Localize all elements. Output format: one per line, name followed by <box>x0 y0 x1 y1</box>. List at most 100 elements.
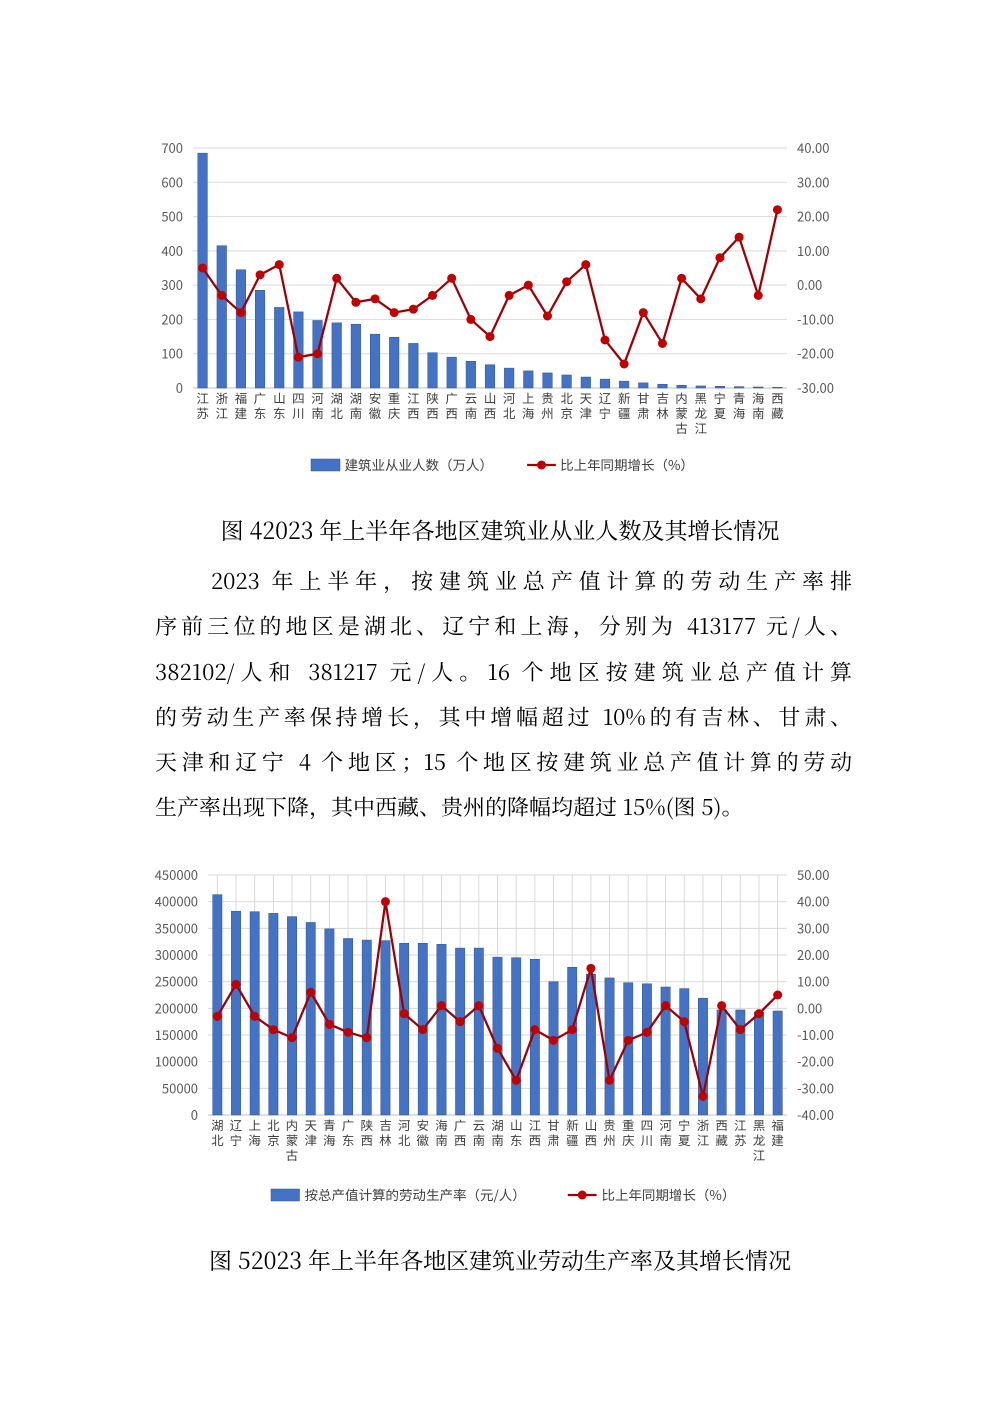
svg-text:古: 古 <box>286 1145 299 1164</box>
svg-text:40.00: 40.00 <box>797 892 829 911</box>
svg-text:-40.00: -40.00 <box>797 1105 834 1124</box>
svg-text:京: 京 <box>267 1130 280 1149</box>
svg-text:西: 西 <box>454 1130 467 1149</box>
svg-text:西: 西 <box>407 403 420 422</box>
svg-text:200000: 200000 <box>155 998 198 1017</box>
svg-text:南: 南 <box>350 403 363 422</box>
svg-text:-10.00: -10.00 <box>797 309 834 328</box>
svg-text:建: 建 <box>235 403 248 422</box>
svg-text:500: 500 <box>161 207 183 226</box>
svg-text:20.00: 20.00 <box>797 207 829 226</box>
svg-text:宁: 宁 <box>599 403 612 422</box>
svg-text:400: 400 <box>161 241 183 260</box>
svg-text:比上年同期增长（%）: 比上年同期增长（%） <box>601 1184 735 1204</box>
svg-text:肃: 肃 <box>547 1130 560 1149</box>
svg-text:海: 海 <box>323 1130 336 1149</box>
svg-text:宁: 宁 <box>230 1130 243 1149</box>
svg-text:700: 700 <box>161 138 183 157</box>
svg-text:东: 东 <box>273 403 286 422</box>
svg-text:藏: 藏 <box>715 1130 728 1149</box>
svg-text:夏: 夏 <box>678 1130 691 1149</box>
svg-text:20.00: 20.00 <box>797 945 829 964</box>
svg-text:西: 西 <box>426 403 439 422</box>
svg-text:10.00: 10.00 <box>797 972 829 991</box>
svg-text:西: 西 <box>585 1130 598 1149</box>
svg-text:京: 京 <box>560 403 573 422</box>
svg-text:-20.00: -20.00 <box>797 1052 834 1071</box>
svg-text:按总产值计算的劳动生产率（元/人）: 按总产值计算的劳动生产率（元/人） <box>305 1184 526 1204</box>
svg-text:建筑业从业人数（万人）: 建筑业从业人数（万人） <box>345 454 494 474</box>
svg-text:州: 州 <box>603 1130 616 1149</box>
svg-text:250000: 250000 <box>155 972 198 991</box>
svg-text:夏: 夏 <box>714 403 727 422</box>
svg-text:南: 南 <box>491 1130 504 1149</box>
svg-text:海: 海 <box>733 403 746 422</box>
svg-text:南: 南 <box>473 1130 486 1149</box>
svg-text:南: 南 <box>659 1130 672 1149</box>
svg-text:津: 津 <box>580 403 593 422</box>
svg-text:庆: 庆 <box>388 403 401 422</box>
svg-text:0.00: 0.00 <box>797 275 822 294</box>
svg-text:苏: 苏 <box>734 1130 747 1149</box>
svg-text:东: 东 <box>510 1130 523 1149</box>
svg-text:30.00: 30.00 <box>797 172 829 191</box>
svg-text:南: 南 <box>435 1130 448 1149</box>
svg-text:0: 0 <box>176 378 183 397</box>
svg-text:川: 川 <box>292 403 305 422</box>
svg-text:川: 川 <box>641 1130 654 1149</box>
svg-text:南: 南 <box>752 403 765 422</box>
svg-text:庆: 庆 <box>622 1130 635 1149</box>
svg-text:-30.00: -30.00 <box>797 1078 834 1097</box>
svg-text:疆: 疆 <box>566 1130 579 1149</box>
svg-text:50000: 50000 <box>162 1078 198 1097</box>
svg-text:江: 江 <box>753 1145 766 1164</box>
svg-text:南: 南 <box>311 403 324 422</box>
svg-text:30.00: 30.00 <box>797 918 829 937</box>
svg-text:西: 西 <box>529 1130 542 1149</box>
svg-text:南: 南 <box>465 403 478 422</box>
svg-text:北: 北 <box>398 1130 411 1149</box>
svg-text:-20.00: -20.00 <box>797 344 834 363</box>
svg-text:东: 东 <box>254 403 267 422</box>
svg-text:建: 建 <box>771 1130 784 1149</box>
svg-text:江: 江 <box>215 403 228 422</box>
svg-text:疆: 疆 <box>618 403 631 422</box>
svg-text:海: 海 <box>248 1130 261 1149</box>
svg-text:海: 海 <box>522 403 535 422</box>
svg-text:州: 州 <box>541 403 554 422</box>
svg-text:0: 0 <box>191 1105 198 1124</box>
svg-text:450000: 450000 <box>155 865 198 884</box>
svg-text:北: 北 <box>211 1130 224 1149</box>
svg-text:-10.00: -10.00 <box>797 1025 834 1044</box>
svg-text:东: 东 <box>342 1130 355 1149</box>
svg-text:西: 西 <box>445 403 458 422</box>
svg-text:0.00: 0.00 <box>797 998 822 1017</box>
svg-text:西: 西 <box>361 1130 374 1149</box>
svg-text:西: 西 <box>484 403 497 422</box>
svg-text:100: 100 <box>161 344 183 363</box>
svg-text:350000: 350000 <box>155 918 198 937</box>
svg-text:徽: 徽 <box>417 1130 430 1149</box>
svg-text:津: 津 <box>304 1130 317 1149</box>
svg-text:150000: 150000 <box>155 1025 198 1044</box>
svg-text:林: 林 <box>379 1130 392 1149</box>
svg-text:古: 古 <box>675 418 688 437</box>
svg-text:600: 600 <box>161 172 183 191</box>
svg-text:林: 林 <box>656 403 669 422</box>
svg-text:400000: 400000 <box>155 892 198 911</box>
svg-text:比上年同期增长（%）: 比上年同期增长（%） <box>560 454 694 474</box>
svg-text:北: 北 <box>330 403 343 422</box>
svg-text:肃: 肃 <box>637 403 650 422</box>
svg-text:300000: 300000 <box>155 945 198 964</box>
svg-text:300: 300 <box>161 275 183 294</box>
svg-text:10.00: 10.00 <box>797 241 829 260</box>
svg-text:藏: 藏 <box>771 403 784 422</box>
svg-text:江: 江 <box>695 418 708 437</box>
svg-text:苏: 苏 <box>196 403 209 422</box>
svg-text:50.00: 50.00 <box>797 865 829 884</box>
svg-text:40.00: 40.00 <box>797 138 829 157</box>
svg-text:北: 北 <box>503 403 516 422</box>
svg-text:-30.00: -30.00 <box>797 378 834 397</box>
svg-text:100000: 100000 <box>155 1052 198 1071</box>
svg-text:江: 江 <box>697 1130 710 1149</box>
